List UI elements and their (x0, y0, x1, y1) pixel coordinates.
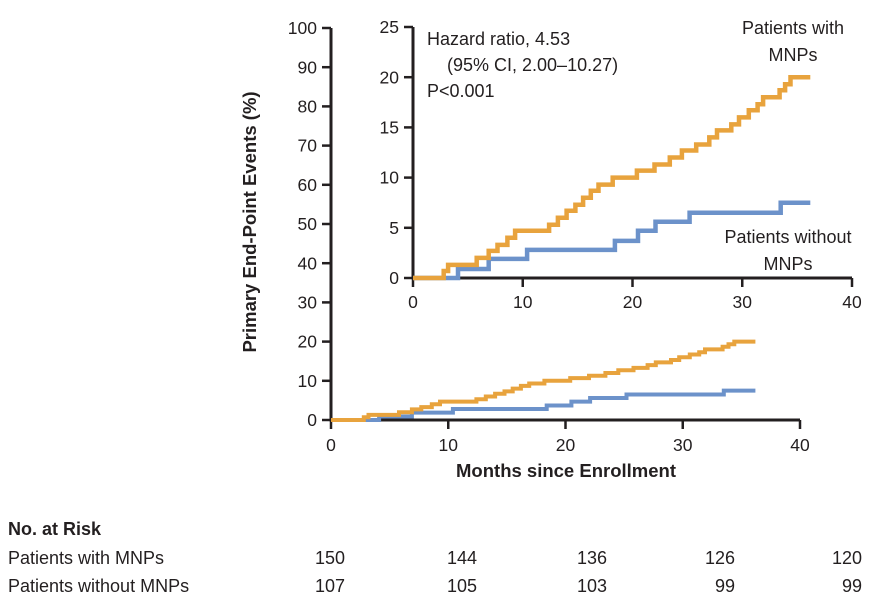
y-axis-title: Primary End-Point Events (%) (239, 91, 260, 353)
hazard-ratio-line: Hazard ratio, 4.53 (427, 29, 571, 49)
main-y-tick-label: 10 (298, 371, 318, 391)
label-patients-with-mnps: Patients with MNPs (741, 18, 845, 65)
main-y-tick-label: 40 (298, 253, 318, 273)
risk-count: 136 (576, 548, 607, 568)
inset-x-tick-label: 40 (842, 292, 862, 312)
main-y-tick-label: 20 (298, 332, 318, 352)
risk-count: 99 (714, 576, 735, 596)
confidence-interval-line: (95% CI, 2.00–10.27) (447, 55, 619, 75)
x-axis-title: Months since Enrollment (456, 460, 676, 481)
inset-y-tick-label: 15 (380, 118, 399, 138)
inset-y-tick-label: 25 (380, 17, 399, 37)
risk-row-without-mnps: Patients without MNPs 107 105 103 99 99 (0, 576, 882, 602)
inset-y-tick-label: 5 (389, 218, 399, 238)
risk-count: 120 (831, 548, 862, 568)
risk-row-with-mnps: Patients with MNPs 150 144 136 126 120 (0, 548, 882, 574)
inset-curve-patients-with-mnps (413, 74, 811, 281)
risk-row-label: Patients with MNPs (8, 548, 165, 568)
inset-x-tick-label: 0 (408, 292, 418, 312)
inset-x-tick-label: 10 (513, 292, 533, 312)
inset-x-tick-label: 30 (733, 292, 753, 312)
no-at-risk-title: No. at Risk (8, 519, 102, 539)
inset-x-tick-label: 20 (623, 292, 643, 312)
main-x-tick-label: 30 (673, 435, 693, 455)
main-y-tick-label: 70 (298, 136, 318, 156)
inset-y-tick-label: 0 (389, 268, 399, 288)
main-curve-patients-without-mnps (331, 388, 756, 422)
main-y-tick-label: 100 (288, 18, 317, 38)
main-curve-patients-with-mnps (331, 339, 756, 422)
main-y-tick-label: 50 (298, 214, 318, 234)
risk-row-label: Patients without MNPs (8, 576, 190, 596)
p-value-line: P<0.001 (427, 81, 495, 101)
inset-y-tick-label: 20 (380, 67, 400, 87)
main-y-tick-label: 80 (298, 97, 318, 117)
inset-y-tick-label: 10 (380, 168, 400, 188)
main-y-tick-label: 30 (298, 293, 318, 313)
main-x-tick-label: 10 (439, 435, 459, 455)
main-x-tick-label: 0 (326, 435, 336, 455)
risk-count: 144 (446, 548, 477, 568)
risk-count: 105 (446, 576, 477, 596)
label-patients-without-mnps: Patients without MNPs (724, 227, 852, 274)
main-y-tick-label: 90 (298, 57, 318, 77)
main-y-tick-label: 60 (298, 175, 318, 195)
risk-count: 150 (314, 548, 345, 568)
inset-curve-patients-without-mnps (413, 200, 811, 281)
risk-count: 99 (841, 576, 862, 596)
main-x-tick-label: 40 (790, 435, 810, 455)
risk-count: 107 (314, 576, 345, 596)
hazard-ratio-annotation: Hazard ratio, 4.53 (95% CI, 2.00–10.27) … (427, 26, 618, 104)
risk-count: 126 (704, 548, 735, 568)
main-x-tick-label: 20 (556, 435, 576, 455)
risk-count: 103 (576, 576, 607, 596)
main-y-tick-label: 0 (307, 410, 317, 430)
